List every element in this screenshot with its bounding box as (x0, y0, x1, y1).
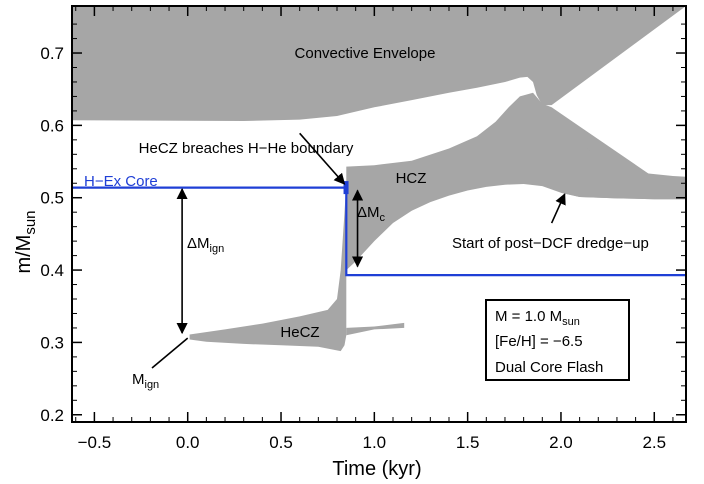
x-tick-label: 1.5 (456, 433, 480, 452)
y-tick-label: 0.2 (40, 406, 64, 425)
label-h-ex-core: H−Ex Core (84, 173, 158, 190)
plot-lines (72, 181, 686, 277)
hcz-region (346, 92, 686, 271)
dredge-up-pointer-arrow (550, 193, 566, 224)
convective-envelope-region (72, 6, 686, 121)
hecz-region (189, 183, 347, 352)
plot-regions (72, 6, 686, 352)
label-dredge-up: Start of post−DCF dredge−up (452, 235, 649, 252)
h-ex-core-breach-marker (343, 181, 349, 195)
x-tick-label: 0.5 (269, 433, 293, 452)
hcz-tail-region (551, 107, 686, 200)
label-hecz: HeCZ (280, 324, 319, 341)
x-tick-label: 0.0 (176, 433, 200, 452)
hecz-bump-region (346, 322, 405, 336)
plot-frame (71, 5, 687, 423)
x-tick-label: 2.5 (642, 433, 666, 452)
x-axis-label: Time (kyr) (332, 458, 421, 480)
y-tick-label: 0.5 (40, 189, 64, 208)
info-box: M = 1.0 Msun [Fe/H] = −6.5 Dual Core Fla… (485, 299, 630, 381)
info-box-mass: M = 1.0 Msun (495, 308, 580, 328)
label-hecz-breach: HeCZ breaches H−He boundary (139, 140, 354, 157)
x-tick-label: 1.0 (363, 433, 387, 452)
info-box-metallicity: [Fe/H] = −6.5 (495, 333, 583, 350)
info-box-scenario: Dual Core Flash (495, 359, 603, 376)
label-delta-m-ign: ΔMign (187, 235, 224, 255)
label-convective-envelope: Convective Envelope (295, 45, 436, 62)
m-ign-pointer-line (151, 337, 189, 369)
y-tick-label: 0.4 (40, 261, 64, 280)
info-box-frame (485, 299, 630, 381)
plot-annotations: Convective Envelope HeCZ breaches H−He b… (84, 45, 649, 391)
y-tick-label: 0.6 (40, 116, 64, 135)
y-tick-label: 0.7 (40, 44, 64, 63)
label-hcz: HCZ (396, 170, 427, 187)
breach-pointer-arrow (299, 132, 346, 185)
x-tick-label: −0.5 (78, 433, 112, 452)
plot-axes: −0.5 0.0 0.5 1.0 1.5 2.0 2.5 0.2 0.3 0.4 0.5 0.6 0.7 (40, 5, 687, 452)
y-tick-label: 0.3 (40, 333, 64, 352)
y-axis-label: m/Msun (13, 210, 39, 273)
x-tick-label: 2.0 (549, 433, 573, 452)
plot-arrows (151, 132, 566, 369)
label-m-ign: Mign (132, 371, 159, 391)
